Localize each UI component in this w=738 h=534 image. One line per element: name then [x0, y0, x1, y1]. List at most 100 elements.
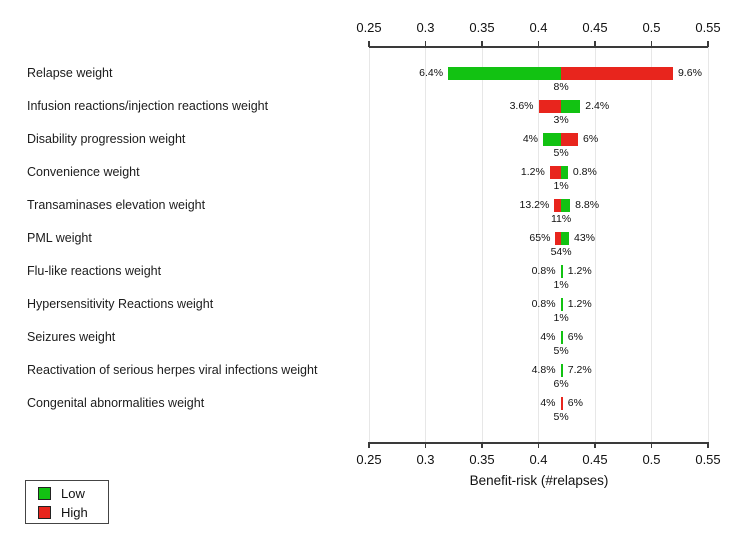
bar-segment-red [554, 199, 562, 212]
top-axis-tick [650, 41, 653, 47]
bar-base-value-label: 3% [553, 114, 569, 126]
bar-segment-green [560, 265, 563, 278]
bottom-axis-tick-label: 0.25 [356, 452, 382, 467]
row-label: Flu-like reactions weight [27, 264, 162, 278]
bottom-axis-tick [650, 442, 653, 448]
bottom-axis-tick-label: 0.5 [642, 452, 661, 467]
top-axis-tick [424, 41, 427, 47]
bar-high-value-label: 6% [567, 397, 583, 409]
row-label: Reactivation of serious herpes viral inf… [27, 363, 318, 377]
row-label: Disability progression weight [27, 132, 186, 146]
bar-segment-green [561, 199, 571, 212]
bar-segment-green [543, 133, 562, 146]
row-label: Infusion reactions/injection reactions w… [27, 99, 269, 113]
row-label: Relapse weight [27, 66, 113, 80]
bottom-axis-tick [707, 442, 709, 448]
bar-segment-green [560, 298, 563, 311]
bar-high-value-label: 1.2% [567, 265, 592, 277]
bar-low-value-label: 0.8% [531, 265, 556, 277]
bar-segment-green [560, 331, 563, 344]
legend-swatch-high [38, 506, 51, 519]
bar-low-value-label: 4% [540, 331, 556, 343]
row-label: Convenience weight [27, 165, 140, 179]
bar-low-value-label: 0.8% [531, 298, 556, 310]
bar-low-value-label: 3.6% [509, 100, 534, 112]
top-axis-tick-label: 0.35 [469, 20, 495, 35]
bottom-axis-tick-label: 0.45 [582, 452, 608, 467]
bar-base-value-label: 5% [553, 411, 569, 423]
top-axis-tick-label: 0.4 [529, 20, 548, 35]
bottom-axis-tick-label: 0.3 [416, 452, 435, 467]
bar-base-value-label: 11% [550, 213, 572, 225]
bar-low-value-label: 65% [529, 232, 551, 244]
top-axis-tick [537, 41, 540, 47]
bar-base-value-label: 54% [550, 246, 572, 258]
top-axis-tick-label: 0.45 [582, 20, 608, 35]
row-label: Hypersensitivity Reactions weight [27, 297, 214, 311]
row-label: Transaminases elevation weight [27, 198, 206, 212]
bottom-axis-tick-label: 0.35 [469, 452, 495, 467]
bar-base-value-label: 5% [553, 345, 569, 357]
legend: Low High [25, 480, 109, 524]
row-label: Seizures weight [27, 330, 116, 344]
bottom-axis-tick-label: 0.4 [529, 452, 548, 467]
gridline [481, 47, 483, 442]
bar-low-value-label: 1.2% [520, 166, 545, 178]
bottom-axis-tick [481, 442, 483, 448]
bottom-axis-tick [537, 442, 540, 448]
gridline [538, 47, 539, 442]
bar-high-value-label: 43% [574, 232, 596, 244]
gridline [594, 47, 596, 442]
bar-high-value-label: 6% [567, 331, 583, 343]
top-axis-tick-label: 0.25 [356, 20, 382, 35]
top-axis-tick [481, 41, 483, 47]
bar-segment-red [538, 100, 562, 113]
bar-low-value-label: 4.8% [531, 364, 556, 376]
gridline [425, 47, 426, 442]
bar-segment-red [561, 67, 673, 80]
bar-low-value-label: 4% [540, 397, 556, 409]
bar-high-value-label: 6% [583, 133, 599, 145]
top-axis-tick [707, 41, 709, 47]
gridline [651, 47, 652, 442]
row-label: PML weight [27, 231, 92, 245]
bar-base-value-label: 5% [553, 147, 569, 159]
legend-label-high: High [61, 505, 88, 520]
bar-base-value-label: 8% [553, 81, 569, 93]
bar-segment-red [555, 232, 562, 245]
bar-low-value-label: 4% [522, 133, 539, 145]
bar-segment-red [549, 166, 562, 179]
bar-high-value-label: 9.6% [677, 67, 702, 79]
bar-segment-green [561, 100, 581, 113]
bar-high-value-label: 2.4% [585, 100, 610, 112]
bar-low-value-label: 6.4% [419, 67, 444, 79]
bar-high-value-label: 8.8% [575, 199, 600, 211]
bar-low-value-label: 13.2% [519, 199, 550, 211]
bar-high-value-label: 0.8% [572, 166, 597, 178]
bottom-axis-tick [424, 442, 427, 448]
bottom-axis-tick-label: 0.55 [695, 452, 721, 467]
bottom-axis-tick [368, 442, 370, 448]
gridline [368, 47, 370, 442]
legend-label-low: Low [61, 486, 85, 501]
bar-base-value-label: 6% [553, 378, 569, 390]
bar-segment-green [448, 67, 562, 80]
x-axis-title: Benefit-risk (#relapses) [469, 473, 609, 488]
bar-segment-green [560, 364, 563, 377]
top-axis-line [369, 46, 708, 48]
bar-base-value-label: 1% [553, 279, 569, 291]
bar-high-value-label: 7.2% [567, 364, 592, 376]
bar-base-value-label: 1% [553, 312, 569, 324]
bar-high-value-label: 1.2% [567, 298, 592, 310]
top-axis-tick-label: 0.55 [695, 20, 721, 35]
bar-base-value-label: 1% [553, 180, 569, 192]
bottom-axis-tick [594, 442, 596, 448]
bar-segment-green [561, 166, 568, 179]
top-axis-tick [368, 41, 370, 47]
bar-segment-green [561, 232, 569, 245]
top-axis-tick [594, 41, 596, 47]
top-axis-tick-label: 0.3 [416, 20, 435, 35]
bottom-axis-line [369, 442, 708, 444]
top-axis-tick-label: 0.5 [642, 20, 661, 35]
